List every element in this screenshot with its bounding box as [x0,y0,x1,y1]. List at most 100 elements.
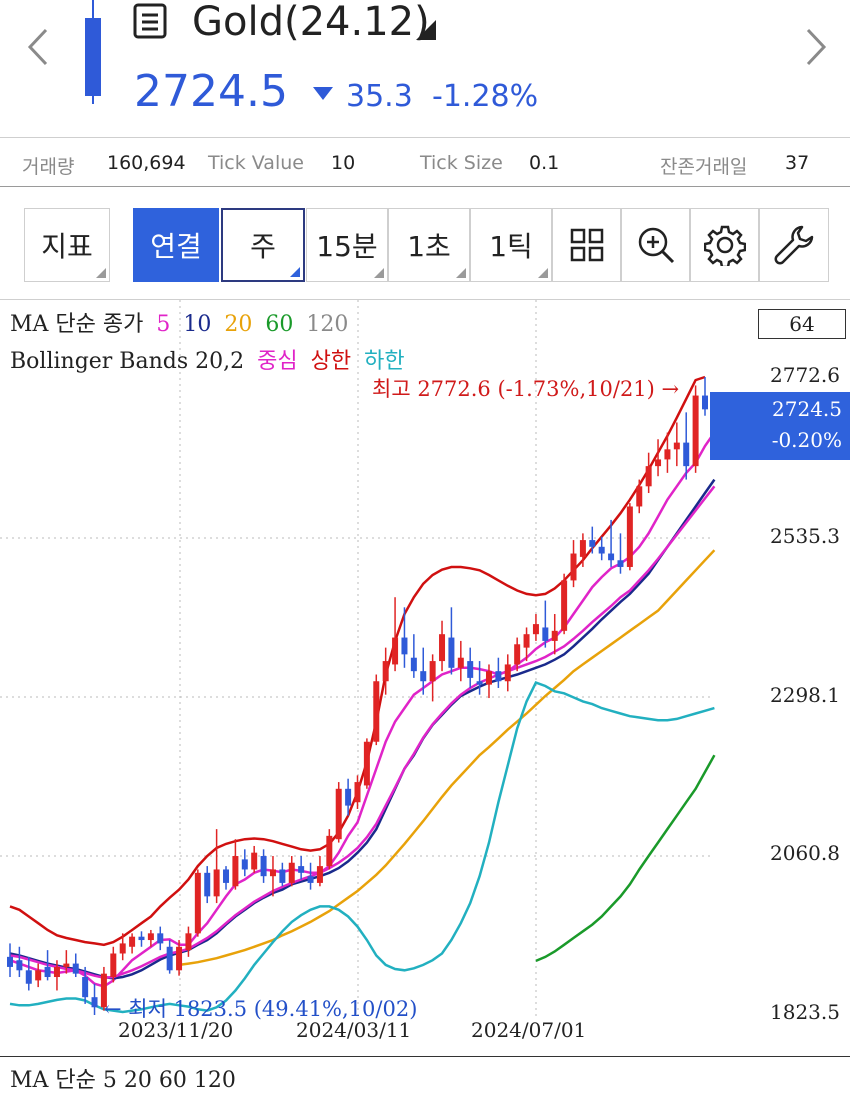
candle-body [523,634,530,648]
low-annotation: ← 최저 1823.5 (49.41%,10/02) [104,997,418,1021]
candle-body [655,459,662,467]
candle-body [514,644,521,665]
candle-body [532,624,539,635]
current-price: 2724.5 [134,66,288,117]
y-tick-label: 2060.8 [770,841,840,865]
candle-body [392,637,399,665]
candle-body [185,933,192,951]
ma-period-10: 10 [183,312,212,337]
x-tick-label: 2024/07/01 [471,1018,587,1042]
candle-body [467,661,474,678]
bb-center-label: 중심 [257,349,298,374]
candle-body [100,973,107,1008]
price-change: 35.3 [346,79,413,114]
period-15min-button[interactable]: 15분 [306,208,388,282]
current-price-box: 2724.5 -0.20% [710,392,850,460]
tools-button[interactable] [759,208,829,282]
candle-body [72,963,79,974]
zoom-in-icon [638,227,674,264]
divider [0,186,850,187]
candle-body [645,466,652,487]
current-price-pct: -0.20% [771,428,842,452]
candle-body [420,671,427,682]
candle-body [448,637,455,668]
candle-body [476,681,483,685]
candle-body [35,970,42,981]
series-line-bb_lower [9,681,715,1014]
candle-body [542,627,549,641]
prev-symbol-button[interactable] [18,22,58,72]
ma-period-120: 120 [306,312,349,337]
period-week-button[interactable]: 주 [221,208,305,282]
candle-body [401,637,408,655]
current-price-label: 2724.5 [772,397,842,421]
period-15min-label: 15분 [316,230,378,263]
bb-lower-label: 하한 [364,349,405,374]
candle-body [373,681,380,742]
value-box: 64 [758,309,846,339]
candle-body [25,970,32,984]
period-week-label: 주 [250,230,276,263]
candle-body [223,869,230,883]
ma-period-5: 5 [156,312,171,337]
candle-body [598,546,605,554]
indicator-button[interactable]: 지표 [24,208,110,282]
ma-legend-label: MA 단순 종가 [10,312,144,337]
candle-body [335,788,342,840]
period-1sec-button[interactable]: 1초 [388,208,470,282]
volume-label: 거래량 [22,156,75,178]
series-line-ma60 [535,754,716,963]
zoom-button[interactable] [621,208,690,282]
candle-body [504,664,511,682]
candle-body [485,671,492,685]
candle-body [288,862,295,883]
candle-body [91,997,98,1008]
triangle-dropdown-icon[interactable] [414,20,438,46]
candle-body [204,872,211,897]
candle-body [579,540,586,557]
connect-button[interactable]: 연결 [133,208,219,282]
candle-body [53,966,60,978]
chevron-right-icon [806,28,827,66]
wrench-icon [774,225,814,265]
candle-body [110,953,117,978]
bb-legend-label: Bollinger Bands 20,2 [10,349,245,374]
series-line-bb_mid [9,485,716,979]
candle-body [570,553,577,581]
y-tick-label: 2298.1 [770,683,840,707]
period-1sec-label: 1초 [407,230,451,263]
divider [0,1056,850,1057]
candle-body [138,936,145,941]
candle-body [457,657,464,668]
tick-value-value: 10 [331,152,356,174]
candle-body [636,486,643,507]
candle-body [260,856,267,877]
next-symbol-button[interactable] [796,22,836,72]
period-1tick-label: 1틱 [489,230,533,263]
gear-icon [703,225,746,266]
candle-body [561,580,568,631]
y-tick-label: 2535.3 [770,524,840,548]
candle-body [439,634,446,662]
settings-button[interactable] [690,208,759,282]
candle-body [251,852,258,870]
candle-body [241,859,248,870]
symbol-title[interactable]: Gold(24.12) [192,0,430,45]
bb-upper-label: 상한 [310,349,352,374]
candle-body [608,553,615,561]
ma-period-20: 20 [224,312,253,337]
period-1tick-button[interactable]: 1틱 [470,208,552,282]
candle-body [269,869,276,877]
layout-grid-button[interactable] [552,208,621,282]
down-arrow-icon [313,86,333,105]
y-tick-label: 2772.6 [770,363,840,387]
candle-body [345,788,352,806]
candle-body [673,442,680,450]
price-chart[interactable] [0,300,850,1060]
list-icon[interactable] [132,2,168,40]
candle-body [429,661,436,682]
tick-size-value: 0.1 [529,152,560,174]
candle-body [176,946,183,971]
candle-body [702,395,708,410]
candle-body [44,966,51,978]
